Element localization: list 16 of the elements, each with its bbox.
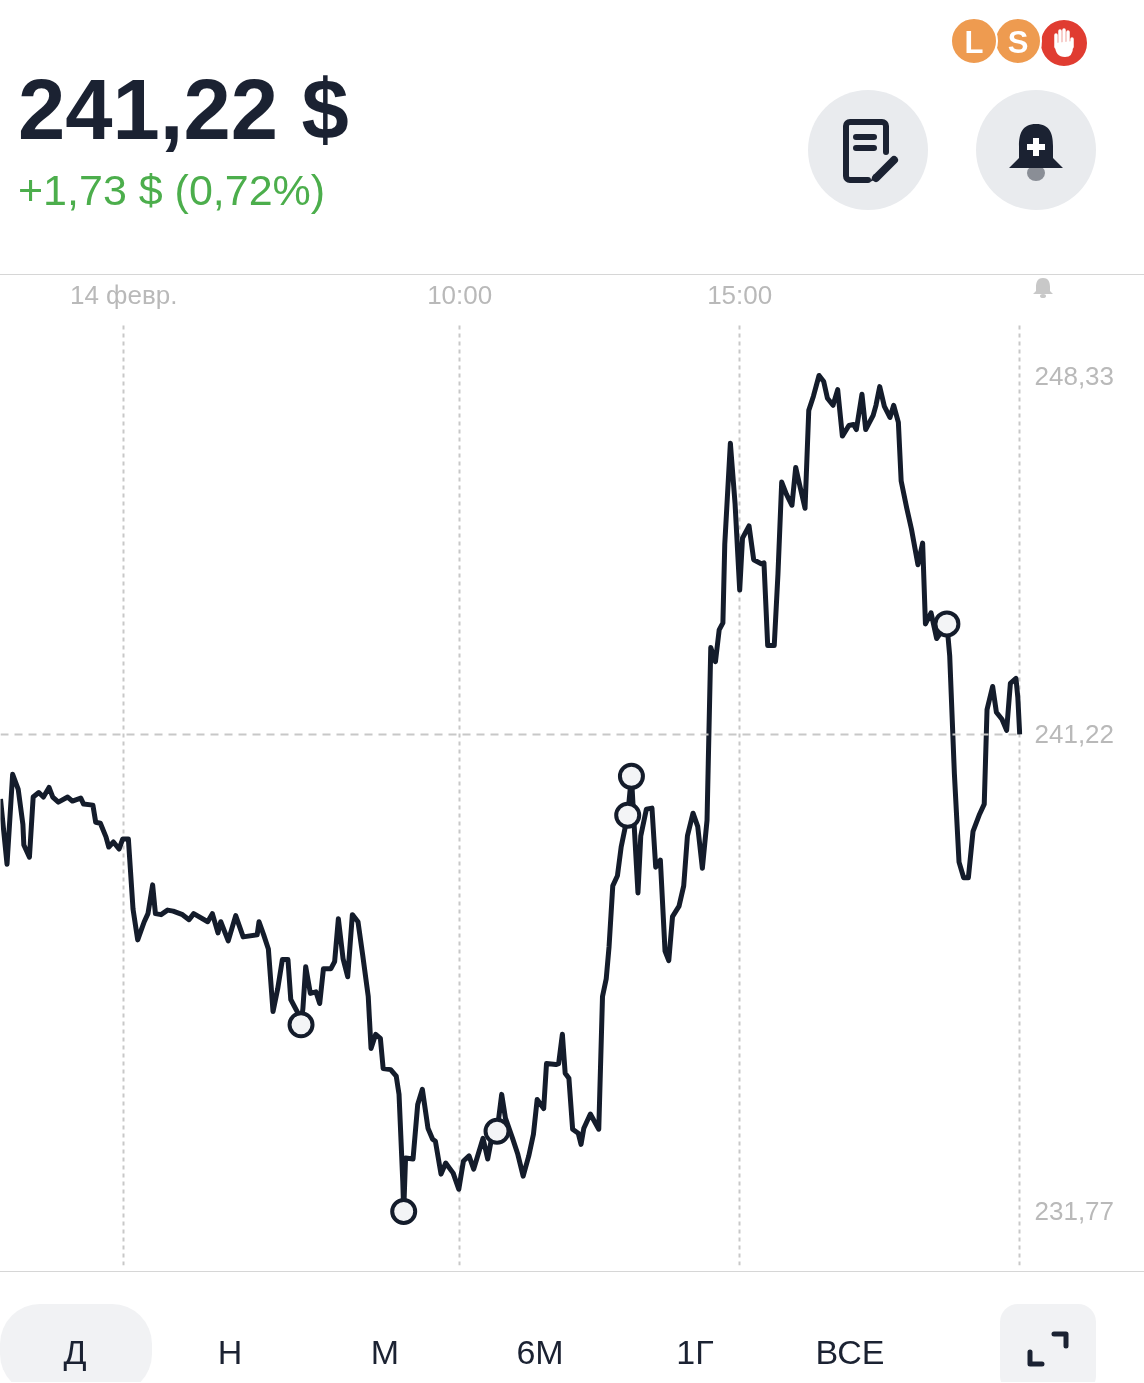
text: ВСЕ: [814, 1332, 886, 1372]
chart-title: 241,22 $: [18, 62, 349, 157]
text: L: [950, 17, 998, 65]
text: S: [994, 17, 1042, 65]
text: 6М: [515, 1332, 565, 1372]
x-tick-label: 14 февр.: [69, 279, 178, 310]
x-tick-label: 10:00: [427, 279, 493, 310]
y-tick-label: 241,22: [1034, 719, 1115, 750]
text: М: [369, 1332, 401, 1372]
chart-subtitle: +1,73 $ (0,72%): [18, 166, 326, 214]
text: 1Г: [675, 1332, 715, 1372]
y-tick-label: 248,33: [1034, 360, 1115, 391]
text: Н: [216, 1332, 244, 1372]
x-tick-label: 15:00: [707, 279, 773, 310]
text: Д: [62, 1332, 88, 1372]
y-tick-label: 231,77: [1034, 1196, 1115, 1227]
